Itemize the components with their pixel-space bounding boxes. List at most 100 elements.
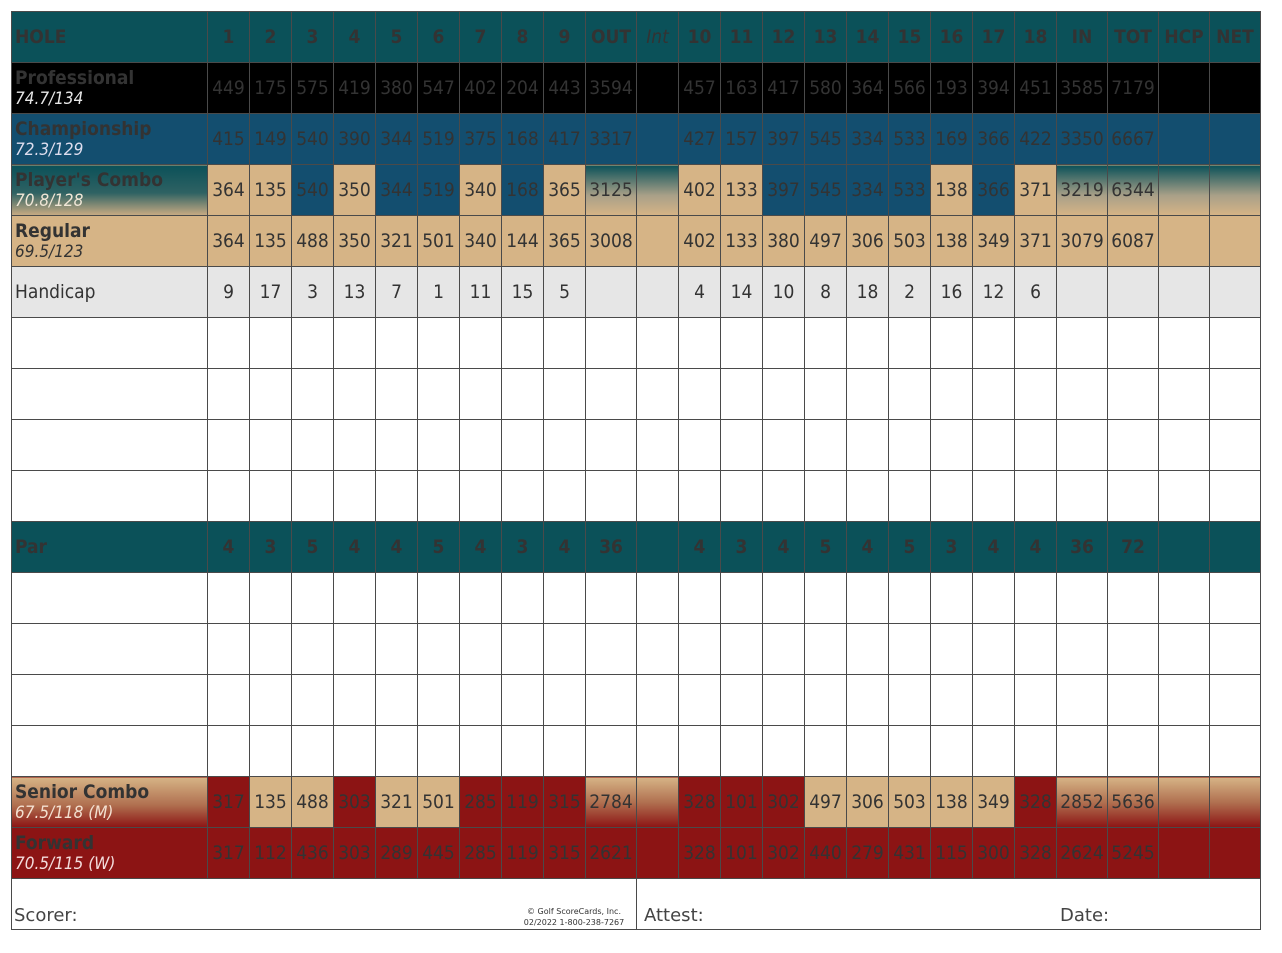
score-cell[interactable] [804, 572, 847, 624]
score-cell[interactable] [417, 368, 460, 420]
score-cell[interactable] [501, 623, 544, 675]
score-cell[interactable] [333, 725, 376, 777]
score-cell[interactable] [417, 572, 460, 624]
score-cell[interactable] [1107, 317, 1159, 369]
score-cell[interactable] [501, 470, 544, 522]
score-cell[interactable] [291, 623, 334, 675]
score-cell[interactable] [417, 623, 460, 675]
score-cell[interactable] [678, 623, 721, 675]
score-cell[interactable] [804, 725, 847, 777]
score-cell[interactable] [459, 317, 502, 369]
score-cell[interactable] [1158, 317, 1210, 369]
score-cell[interactable] [375, 368, 418, 420]
score-cell[interactable] [636, 623, 679, 675]
score-cell[interactable] [804, 368, 847, 420]
score-cell[interactable] [888, 470, 931, 522]
score-cell[interactable] [1209, 572, 1261, 624]
score-cell[interactable] [207, 623, 250, 675]
score-cell[interactable] [1056, 725, 1108, 777]
score-cell[interactable] [1014, 419, 1057, 471]
score-cell[interactable] [1107, 470, 1159, 522]
score-cell[interactable] [207, 470, 250, 522]
score-cell[interactable] [333, 419, 376, 471]
score-cell[interactable] [501, 674, 544, 726]
score-cell[interactable] [1056, 572, 1108, 624]
score-cell[interactable] [207, 572, 250, 624]
score-cell[interactable] [636, 674, 679, 726]
score-cell[interactable] [543, 419, 586, 471]
score-cell[interactable] [1158, 368, 1210, 420]
score-cell[interactable] [972, 674, 1015, 726]
score-cell[interactable] [501, 725, 544, 777]
score-cell[interactable] [720, 470, 763, 522]
score-cell[interactable] [1014, 674, 1057, 726]
score-cell[interactable] [804, 623, 847, 675]
score-cell[interactable] [888, 572, 931, 624]
score-cell[interactable] [375, 674, 418, 726]
score-cell[interactable] [459, 368, 502, 420]
player-name-cell[interactable] [11, 317, 208, 369]
score-cell[interactable] [720, 725, 763, 777]
score-cell[interactable] [888, 674, 931, 726]
score-cell[interactable] [972, 419, 1015, 471]
player-name-cell[interactable] [11, 623, 208, 675]
score-cell[interactable] [459, 419, 502, 471]
score-cell[interactable] [501, 317, 544, 369]
score-cell[interactable] [543, 368, 586, 420]
score-cell[interactable] [888, 725, 931, 777]
score-cell[interactable] [720, 419, 763, 471]
score-cell[interactable] [888, 368, 931, 420]
score-cell[interactable] [846, 419, 889, 471]
score-cell[interactable] [585, 470, 637, 522]
score-cell[interactable] [888, 419, 931, 471]
score-cell[interactable] [636, 419, 679, 471]
score-cell[interactable] [1107, 674, 1159, 726]
score-cell[interactable] [543, 317, 586, 369]
score-cell[interactable] [1158, 419, 1210, 471]
score-cell[interactable] [1014, 470, 1057, 522]
score-cell[interactable] [291, 317, 334, 369]
score-cell[interactable] [207, 674, 250, 726]
score-cell[interactable] [678, 317, 721, 369]
score-cell[interactable] [846, 674, 889, 726]
player-name-cell[interactable] [11, 419, 208, 471]
score-cell[interactable] [888, 317, 931, 369]
score-cell[interactable] [678, 725, 721, 777]
score-cell[interactable] [333, 470, 376, 522]
score-cell[interactable] [762, 572, 805, 624]
score-cell[interactable] [585, 623, 637, 675]
score-cell[interactable] [930, 623, 973, 675]
score-cell[interactable] [417, 470, 460, 522]
score-cell[interactable] [636, 470, 679, 522]
score-cell[interactable] [333, 317, 376, 369]
score-cell[interactable] [930, 419, 973, 471]
score-cell[interactable] [291, 674, 334, 726]
score-cell[interactable] [1056, 419, 1108, 471]
score-cell[interactable] [804, 674, 847, 726]
score-cell[interactable] [678, 470, 721, 522]
score-cell[interactable] [207, 317, 250, 369]
score-cell[interactable] [585, 572, 637, 624]
score-cell[interactable] [678, 572, 721, 624]
player-name-cell[interactable] [11, 368, 208, 420]
score-cell[interactable] [1107, 725, 1159, 777]
score-cell[interactable] [291, 368, 334, 420]
score-cell[interactable] [207, 368, 250, 420]
score-cell[interactable] [636, 317, 679, 369]
score-cell[interactable] [1209, 470, 1261, 522]
score-cell[interactable] [501, 368, 544, 420]
score-cell[interactable] [678, 419, 721, 471]
score-cell[interactable] [930, 317, 973, 369]
score-cell[interactable] [846, 368, 889, 420]
score-cell[interactable] [972, 368, 1015, 420]
score-cell[interactable] [1158, 470, 1210, 522]
score-cell[interactable] [585, 674, 637, 726]
score-cell[interactable] [417, 674, 460, 726]
score-cell[interactable] [1107, 623, 1159, 675]
score-cell[interactable] [291, 572, 334, 624]
score-cell[interactable] [501, 572, 544, 624]
score-cell[interactable] [846, 572, 889, 624]
player-name-cell[interactable] [11, 470, 208, 522]
score-cell[interactable] [972, 572, 1015, 624]
score-cell[interactable] [720, 674, 763, 726]
